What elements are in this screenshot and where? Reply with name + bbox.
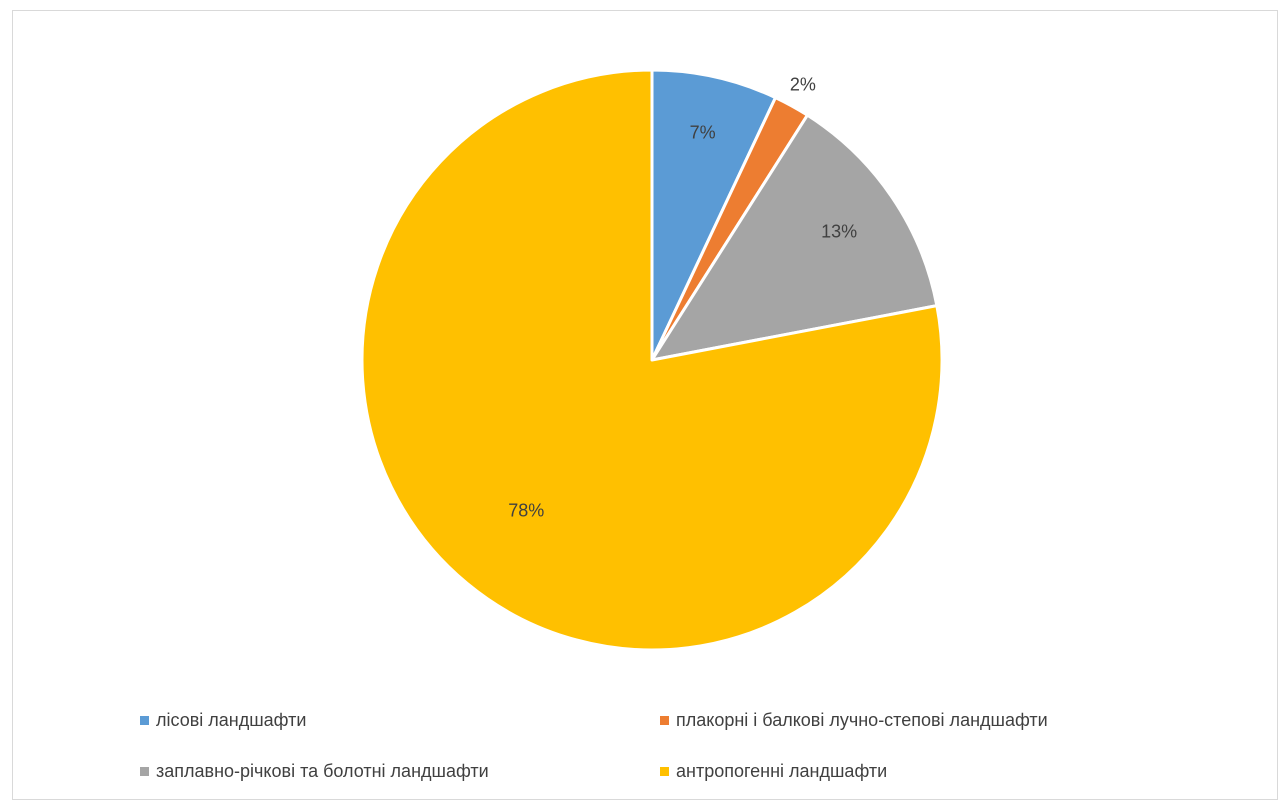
slice-anthropogenic — [360, 68, 944, 652]
pie-slices — [360, 68, 944, 652]
legend-item-anthropogenic: антропогенні ландшафти — [660, 761, 887, 782]
slice-forest — [650, 68, 777, 362]
legend-label: плакорні і балкові лучно-степові ландшаф… — [676, 710, 1048, 730]
legend-swatch — [660, 716, 669, 725]
slice-floodplain — [650, 113, 939, 362]
data-labels: 7% 2% 13% 78% — [508, 74, 857, 520]
data-label: 13% — [821, 222, 857, 242]
legend-label: антропогенні ландшафти — [676, 761, 888, 781]
legend-item-forest: лісові ландшафти — [140, 710, 306, 731]
legend-swatch — [140, 716, 149, 725]
legend-swatch — [660, 767, 669, 776]
legend-item-steppe: плакорні і балкові лучно-степові ландшаф… — [660, 710, 1048, 731]
data-label: 78% — [508, 501, 544, 521]
legend-label: лісові ландшафти — [156, 710, 307, 730]
legend-swatch — [140, 767, 149, 776]
data-label: 2% — [790, 74, 816, 94]
legend-label: заплавно-річкові та болотні ландшафти — [156, 761, 489, 781]
legend-item-floodplain: заплавно-річкові та болотні ландшафти — [140, 761, 489, 782]
data-label: 7% — [690, 122, 716, 142]
